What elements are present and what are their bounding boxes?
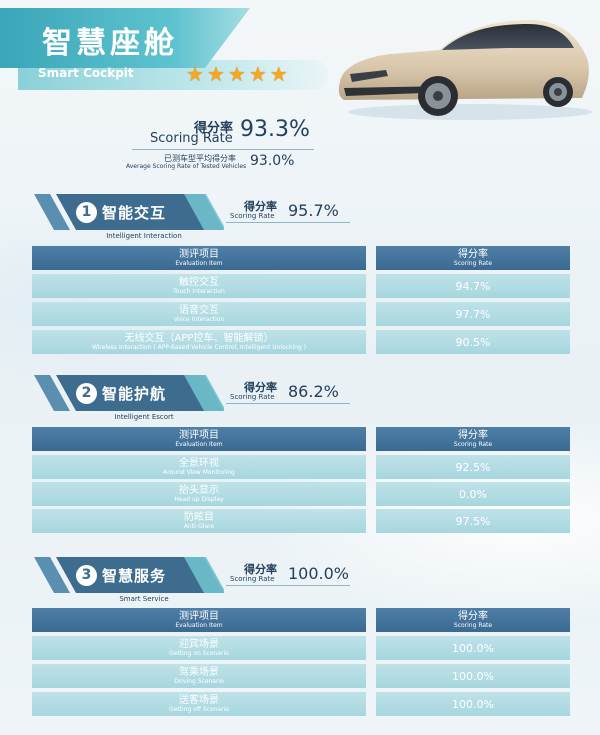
item-score: 94.7% bbox=[455, 279, 491, 293]
star-icon: ★ bbox=[248, 62, 267, 86]
item-name-en: Around View Monitoring bbox=[163, 468, 235, 476]
section-score-label-en: Scoring Rate bbox=[230, 212, 275, 220]
item-name: 驾乘场景 bbox=[179, 666, 219, 678]
item-name-en: Driving Scenario bbox=[174, 677, 224, 685]
item-name-en: Wireless Interaction ( APP-Based Vehicle… bbox=[91, 343, 307, 351]
star-icon: ★ bbox=[206, 62, 225, 86]
column-header-item: 测评项目 bbox=[179, 610, 219, 622]
star-icon: ★ bbox=[186, 62, 204, 86]
section-score-label-en: Scoring Rate bbox=[230, 393, 275, 401]
table-row: 无线交互（APP控车、智能解锁） Wireless Interaction ( A… bbox=[32, 330, 570, 354]
overall-score-value: 93.3% bbox=[240, 117, 310, 142]
page-subtitle: Smart Cockpit bbox=[38, 66, 134, 80]
divider bbox=[226, 222, 350, 223]
section-number: 1 bbox=[76, 202, 97, 223]
section-score-label-en: Scoring Rate bbox=[230, 575, 275, 583]
divider bbox=[226, 585, 350, 586]
item-score: 100.0% bbox=[452, 641, 494, 655]
column-header-rate: 得分率 bbox=[458, 429, 488, 441]
item-score: 90.5% bbox=[455, 335, 491, 349]
table-header: 测评项目 Evaluation Item 得分率 Scoring Rate bbox=[32, 427, 570, 451]
section-score-value: 86.2% bbox=[288, 382, 339, 401]
page-title: 智慧座舱 bbox=[42, 26, 178, 61]
divider bbox=[132, 149, 314, 150]
section-number: 3 bbox=[76, 565, 97, 586]
item-name: 送客场景 bbox=[179, 694, 219, 706]
section-title: 智能交互 bbox=[102, 204, 167, 222]
section-number: 2 bbox=[76, 383, 97, 404]
item-name: 语音交互 bbox=[179, 304, 219, 316]
item-score: 97.5% bbox=[455, 514, 491, 528]
item-score: 97.7% bbox=[455, 307, 491, 321]
table-row: 全景环视 Around View Monitoring 92.5% bbox=[32, 455, 570, 479]
column-header-item-en: Evaluation Item bbox=[175, 621, 223, 629]
table-row: 语音交互 Voice Interaction 97.7% bbox=[32, 302, 570, 326]
table-row: 迎宾场景 Getting on Scenario 100.0% bbox=[32, 636, 570, 660]
average-score-label: 已测车型平均得分率 bbox=[164, 154, 236, 163]
section-title-en: Intelligent Escort bbox=[114, 413, 174, 421]
item-score: 100.0% bbox=[452, 697, 494, 711]
item-name: 迎宾场景 bbox=[179, 638, 219, 650]
overall-score-label-en: Scoring Rate bbox=[150, 131, 233, 146]
average-score-label-en: Average Scoring Rate of Tested Vehicles bbox=[126, 163, 247, 170]
item-name-en: Anti-Glare bbox=[183, 522, 215, 530]
column-header-rate-en: Scoring Rate bbox=[453, 259, 493, 267]
section-score-label: 得分率 bbox=[244, 381, 277, 394]
table-row: 触控交互 Touch Interaction 94.7% bbox=[32, 274, 570, 298]
table-row: 驾乘场景 Driving Scenario 100.0% bbox=[32, 664, 570, 688]
item-name: 防眩目 bbox=[184, 511, 214, 523]
divider bbox=[226, 403, 350, 404]
item-name: 触控交互 bbox=[179, 276, 219, 288]
table-header: 测评项目 Evaluation Item 得分率 Scoring Rate bbox=[32, 608, 570, 632]
item-score: 92.5% bbox=[455, 460, 491, 474]
column-header-rate-en: Scoring Rate bbox=[453, 440, 493, 448]
item-name: 全景环视 bbox=[179, 457, 219, 469]
section-tab bbox=[34, 557, 224, 593]
item-name-en: Touch Interaction bbox=[173, 287, 225, 295]
star-icon: ★ bbox=[227, 62, 246, 86]
star-rating: ★ ★ ★ ★ ★ bbox=[186, 63, 288, 85]
table-row: 防眩目 Anti-Glare 97.5% bbox=[32, 509, 570, 533]
section-title-en: Intelligent Interaction bbox=[106, 232, 182, 240]
table-row: 送客场景 Getting off Scenario 100.0% bbox=[32, 692, 570, 716]
section-title: 智慧服务 bbox=[102, 567, 167, 585]
item-name-en: Voice Interaction bbox=[173, 315, 225, 323]
item-name-en: Getting on Scenario bbox=[169, 649, 229, 657]
column-header-item-en: Evaluation Item bbox=[175, 259, 223, 267]
item-name: 抬头显示 bbox=[179, 484, 219, 496]
section-tab bbox=[34, 194, 224, 230]
item-score: 100.0% bbox=[452, 669, 494, 683]
column-header-item-en: Evaluation Item bbox=[175, 440, 223, 448]
column-header-item: 测评项目 bbox=[179, 429, 219, 441]
section-score-label: 得分率 bbox=[244, 563, 277, 576]
section-title-en: Smart Service bbox=[119, 595, 169, 603]
average-score-value: 93.0% bbox=[250, 153, 295, 169]
table-row: 抬头显示 Head up Display 0.0% bbox=[32, 482, 570, 506]
star-icon: ★ bbox=[269, 62, 288, 86]
item-score: 0.0% bbox=[459, 487, 487, 501]
overall-score-label: 得分率 bbox=[194, 121, 234, 136]
section-tab bbox=[34, 375, 224, 411]
car-image bbox=[338, 20, 592, 120]
column-header-rate: 得分率 bbox=[458, 610, 488, 622]
title-banner bbox=[0, 8, 250, 68]
section-score-value: 100.0% bbox=[288, 564, 350, 583]
column-header-rate-en: Scoring Rate bbox=[453, 621, 493, 629]
item-name: 无线交互（APP控车、智能解锁） bbox=[124, 332, 274, 344]
column-header-item: 测评项目 bbox=[179, 248, 219, 260]
item-name-en: Getting off Scenario bbox=[168, 705, 230, 713]
section-score-label: 得分率 bbox=[244, 200, 277, 213]
column-header-rate: 得分率 bbox=[458, 248, 488, 260]
table-header: 测评项目 Evaluation Item 得分率 Scoring Rate bbox=[32, 246, 570, 270]
section-title: 智能护航 bbox=[102, 385, 167, 403]
section-score-value: 95.7% bbox=[288, 201, 339, 220]
item-name-en: Head up Display bbox=[174, 495, 224, 503]
